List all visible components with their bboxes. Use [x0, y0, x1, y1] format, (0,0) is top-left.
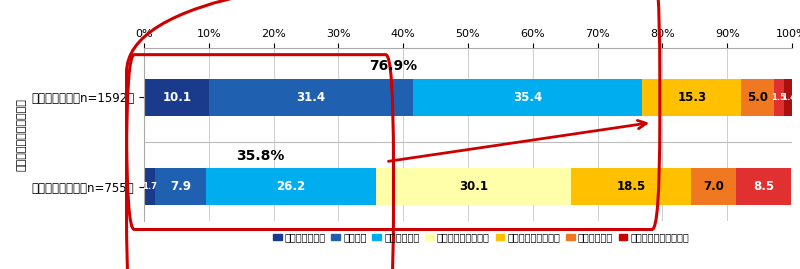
- Bar: [210, 79, 413, 116]
- Bar: [206, 168, 376, 206]
- Bar: [742, 79, 774, 116]
- Bar: [736, 168, 791, 206]
- Bar: [144, 168, 155, 206]
- Y-axis label: 社会的存在意義への実践: 社会的存在意義への実践: [17, 98, 27, 171]
- Text: 35.8%: 35.8%: [236, 148, 284, 162]
- Bar: [783, 79, 793, 116]
- Text: 10.1: 10.1: [162, 91, 191, 104]
- Bar: [571, 168, 691, 206]
- Text: 7.9: 7.9: [170, 180, 191, 193]
- Text: 30.1: 30.1: [459, 180, 488, 193]
- Text: 7.0: 7.0: [703, 180, 724, 193]
- Text: 31.4: 31.4: [297, 91, 326, 104]
- Bar: [691, 168, 736, 206]
- Legend: 非常にそう思う, そう思う, ややそう思う, どちらともいえない, あまりそう思わない, そう思わない, まったくそう思わない: 非常にそう思う, そう思う, ややそう思う, どちらともいえない, あまりそう思…: [273, 232, 689, 242]
- Bar: [144, 79, 210, 116]
- Text: 1.5: 1.5: [771, 93, 786, 102]
- Text: 8.5: 8.5: [754, 180, 774, 193]
- Bar: [155, 168, 206, 206]
- Text: 18.5: 18.5: [616, 180, 646, 193]
- Text: 15.3: 15.3: [678, 91, 706, 104]
- Text: 35.4: 35.4: [513, 91, 542, 104]
- Bar: [376, 168, 571, 206]
- Text: 1.4: 1.4: [781, 93, 796, 102]
- Text: 76.9%: 76.9%: [369, 59, 418, 73]
- Text: 1.7: 1.7: [142, 182, 157, 191]
- Bar: [774, 79, 783, 116]
- Text: 5.0: 5.0: [747, 91, 768, 104]
- Bar: [413, 79, 642, 116]
- Bar: [642, 79, 742, 116]
- Text: 26.2: 26.2: [277, 180, 306, 193]
